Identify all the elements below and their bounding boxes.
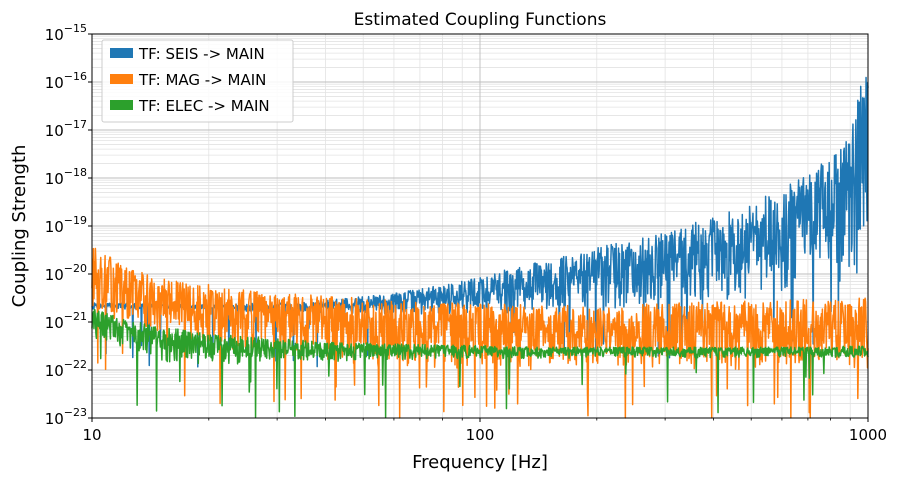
x-tick-label: 100 — [466, 426, 495, 444]
y-tick-label: 10−22 — [45, 358, 87, 380]
x-tick-label: 10 — [82, 426, 101, 444]
legend-swatch — [110, 48, 133, 58]
y-tick-label: 10−17 — [45, 118, 87, 140]
series-line — [91, 308, 869, 418]
series-layer — [91, 76, 869, 419]
legend-swatch — [110, 100, 133, 110]
y-tick-label: 10−19 — [45, 214, 87, 236]
legend-swatch — [110, 74, 133, 84]
y-tick-label: 10−16 — [45, 70, 87, 92]
legend-label: TF: ELEC -> MAIN — [138, 97, 270, 115]
y-axis-label: Coupling Strength — [9, 145, 30, 308]
ticks-layer: 10 100 1000 10−23 10−22 10−21 10−20 10−19 10−18 1… — [45, 22, 887, 444]
y-tick-label: 10−18 — [45, 166, 87, 188]
x-axis-label: Frequency [Hz] — [412, 452, 548, 473]
series-line — [91, 247, 869, 419]
legend-label: TF: MAG -> MAIN — [138, 71, 266, 89]
legend-box — [101, 39, 294, 123]
legend: TF: SEIS -> MAIN TF: MAG -> MAIN TF: ELEC … — [101, 39, 294, 123]
chart-title: Estimated Coupling Functions — [354, 10, 607, 30]
y-tick-label: 10−23 — [45, 406, 87, 428]
y-tick-label: 10−21 — [45, 310, 87, 332]
y-tick-label: 10−20 — [45, 262, 87, 284]
y-tick-label: 10−15 — [45, 22, 87, 44]
legend-label: TF: SEIS -> MAIN — [138, 45, 265, 63]
x-tick-label: 1000 — [849, 426, 887, 444]
